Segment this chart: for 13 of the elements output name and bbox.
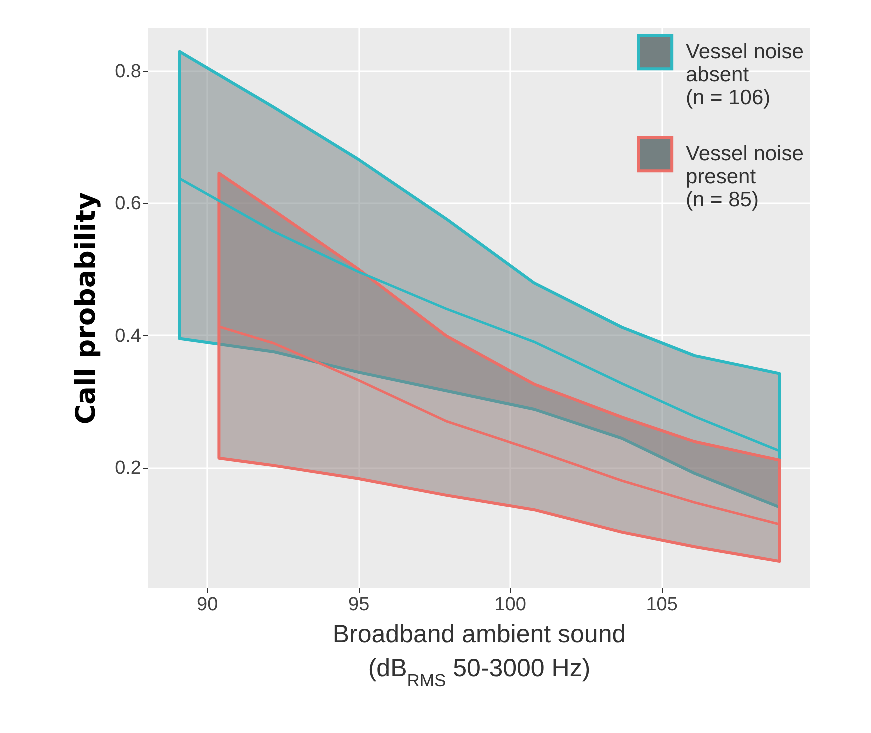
y-tick-label: 0.2 [115,458,142,480]
legend-label: Vessel noise absent (n = 106) [686,40,804,110]
y-tick-label: 0.8 [115,61,142,82]
line-series [218,326,781,526]
y-tick-label: 0.6 [115,194,142,215]
x-tick-label: 90 [197,594,218,616]
x-tick-label: 95 [348,594,370,616]
x-axis-title: Broadband ambient sound (dB$_{RMS}$ 50-3000 Hz) [332,620,626,690]
x-tick-label: 105 [646,594,678,616]
y-tick-label: 0.4 [115,326,142,347]
legend-label: Vessel noise present (n = 85) [686,142,804,212]
x-tick-label: 100 [494,594,526,616]
y-axis-title: Call probability [71,192,102,425]
